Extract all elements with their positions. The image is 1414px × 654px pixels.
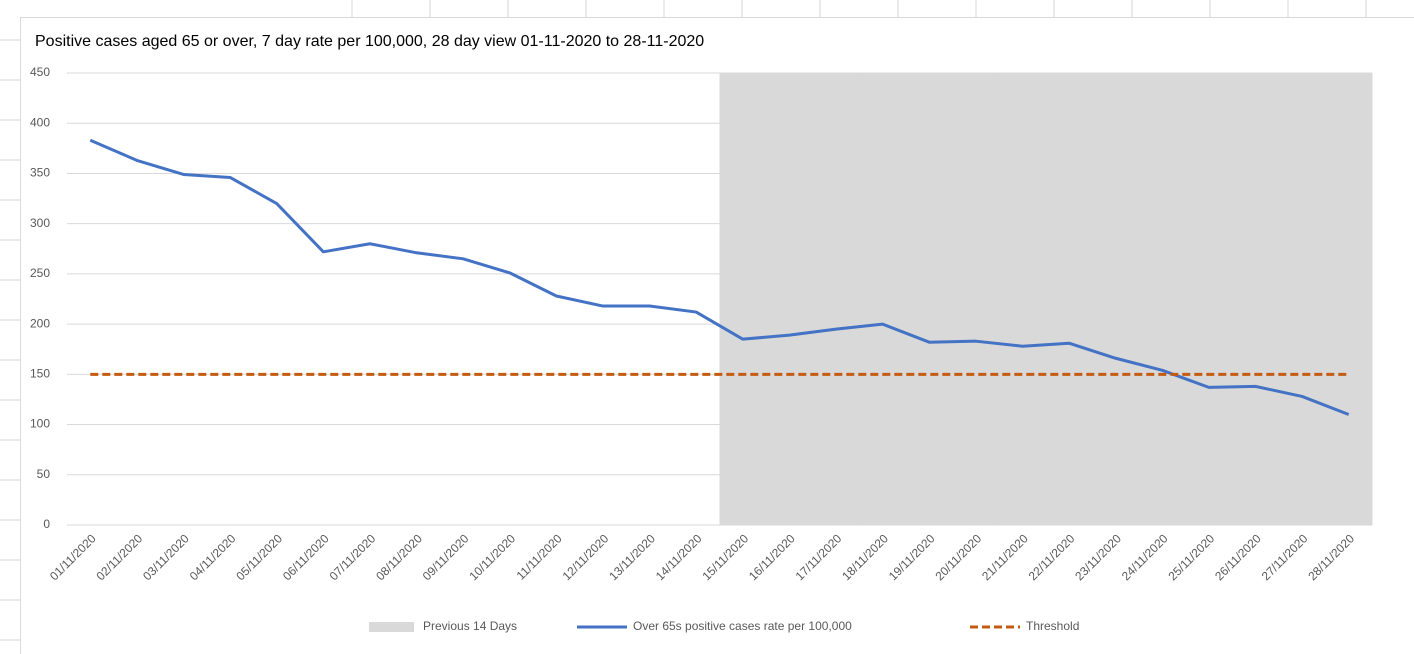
bar [1278, 73, 1326, 525]
bar [952, 73, 1000, 525]
line-series [89, 138, 1350, 416]
sheet-grid [0, 0, 1367, 641]
y-tick-label: 50 [37, 467, 51, 481]
bar [766, 73, 814, 525]
y-tick-label: 400 [30, 115, 50, 129]
bar [1325, 73, 1373, 525]
bar [1138, 73, 1187, 525]
bar [719, 73, 767, 525]
y-tick-label: 0 [43, 517, 50, 531]
bar [1045, 73, 1093, 525]
legend-label: Over 65s positive cases rate per 100,000 [633, 619, 852, 633]
y-tick-label: 300 [30, 216, 50, 230]
legend-label: Threshold [1026, 619, 1079, 633]
y-tick-label: 200 [30, 316, 50, 330]
bar [812, 73, 860, 525]
bar [859, 73, 907, 525]
y-tick-label: 350 [30, 166, 50, 180]
y-tick-label: 100 [30, 417, 50, 431]
y-tick-label: 150 [30, 367, 50, 381]
bar [1092, 73, 1140, 525]
bar [905, 73, 954, 525]
bar [1232, 73, 1280, 525]
y-tick-label: 250 [30, 266, 50, 280]
bar [1185, 73, 1233, 525]
bar [999, 73, 1047, 525]
legend-label: Previous 14 Days [423, 619, 517, 633]
y-tick-label: 450 [30, 65, 50, 79]
chart-title: Positive cases aged 65 or over, 7 day ra… [35, 33, 704, 50]
legend-swatch [369, 622, 414, 632]
